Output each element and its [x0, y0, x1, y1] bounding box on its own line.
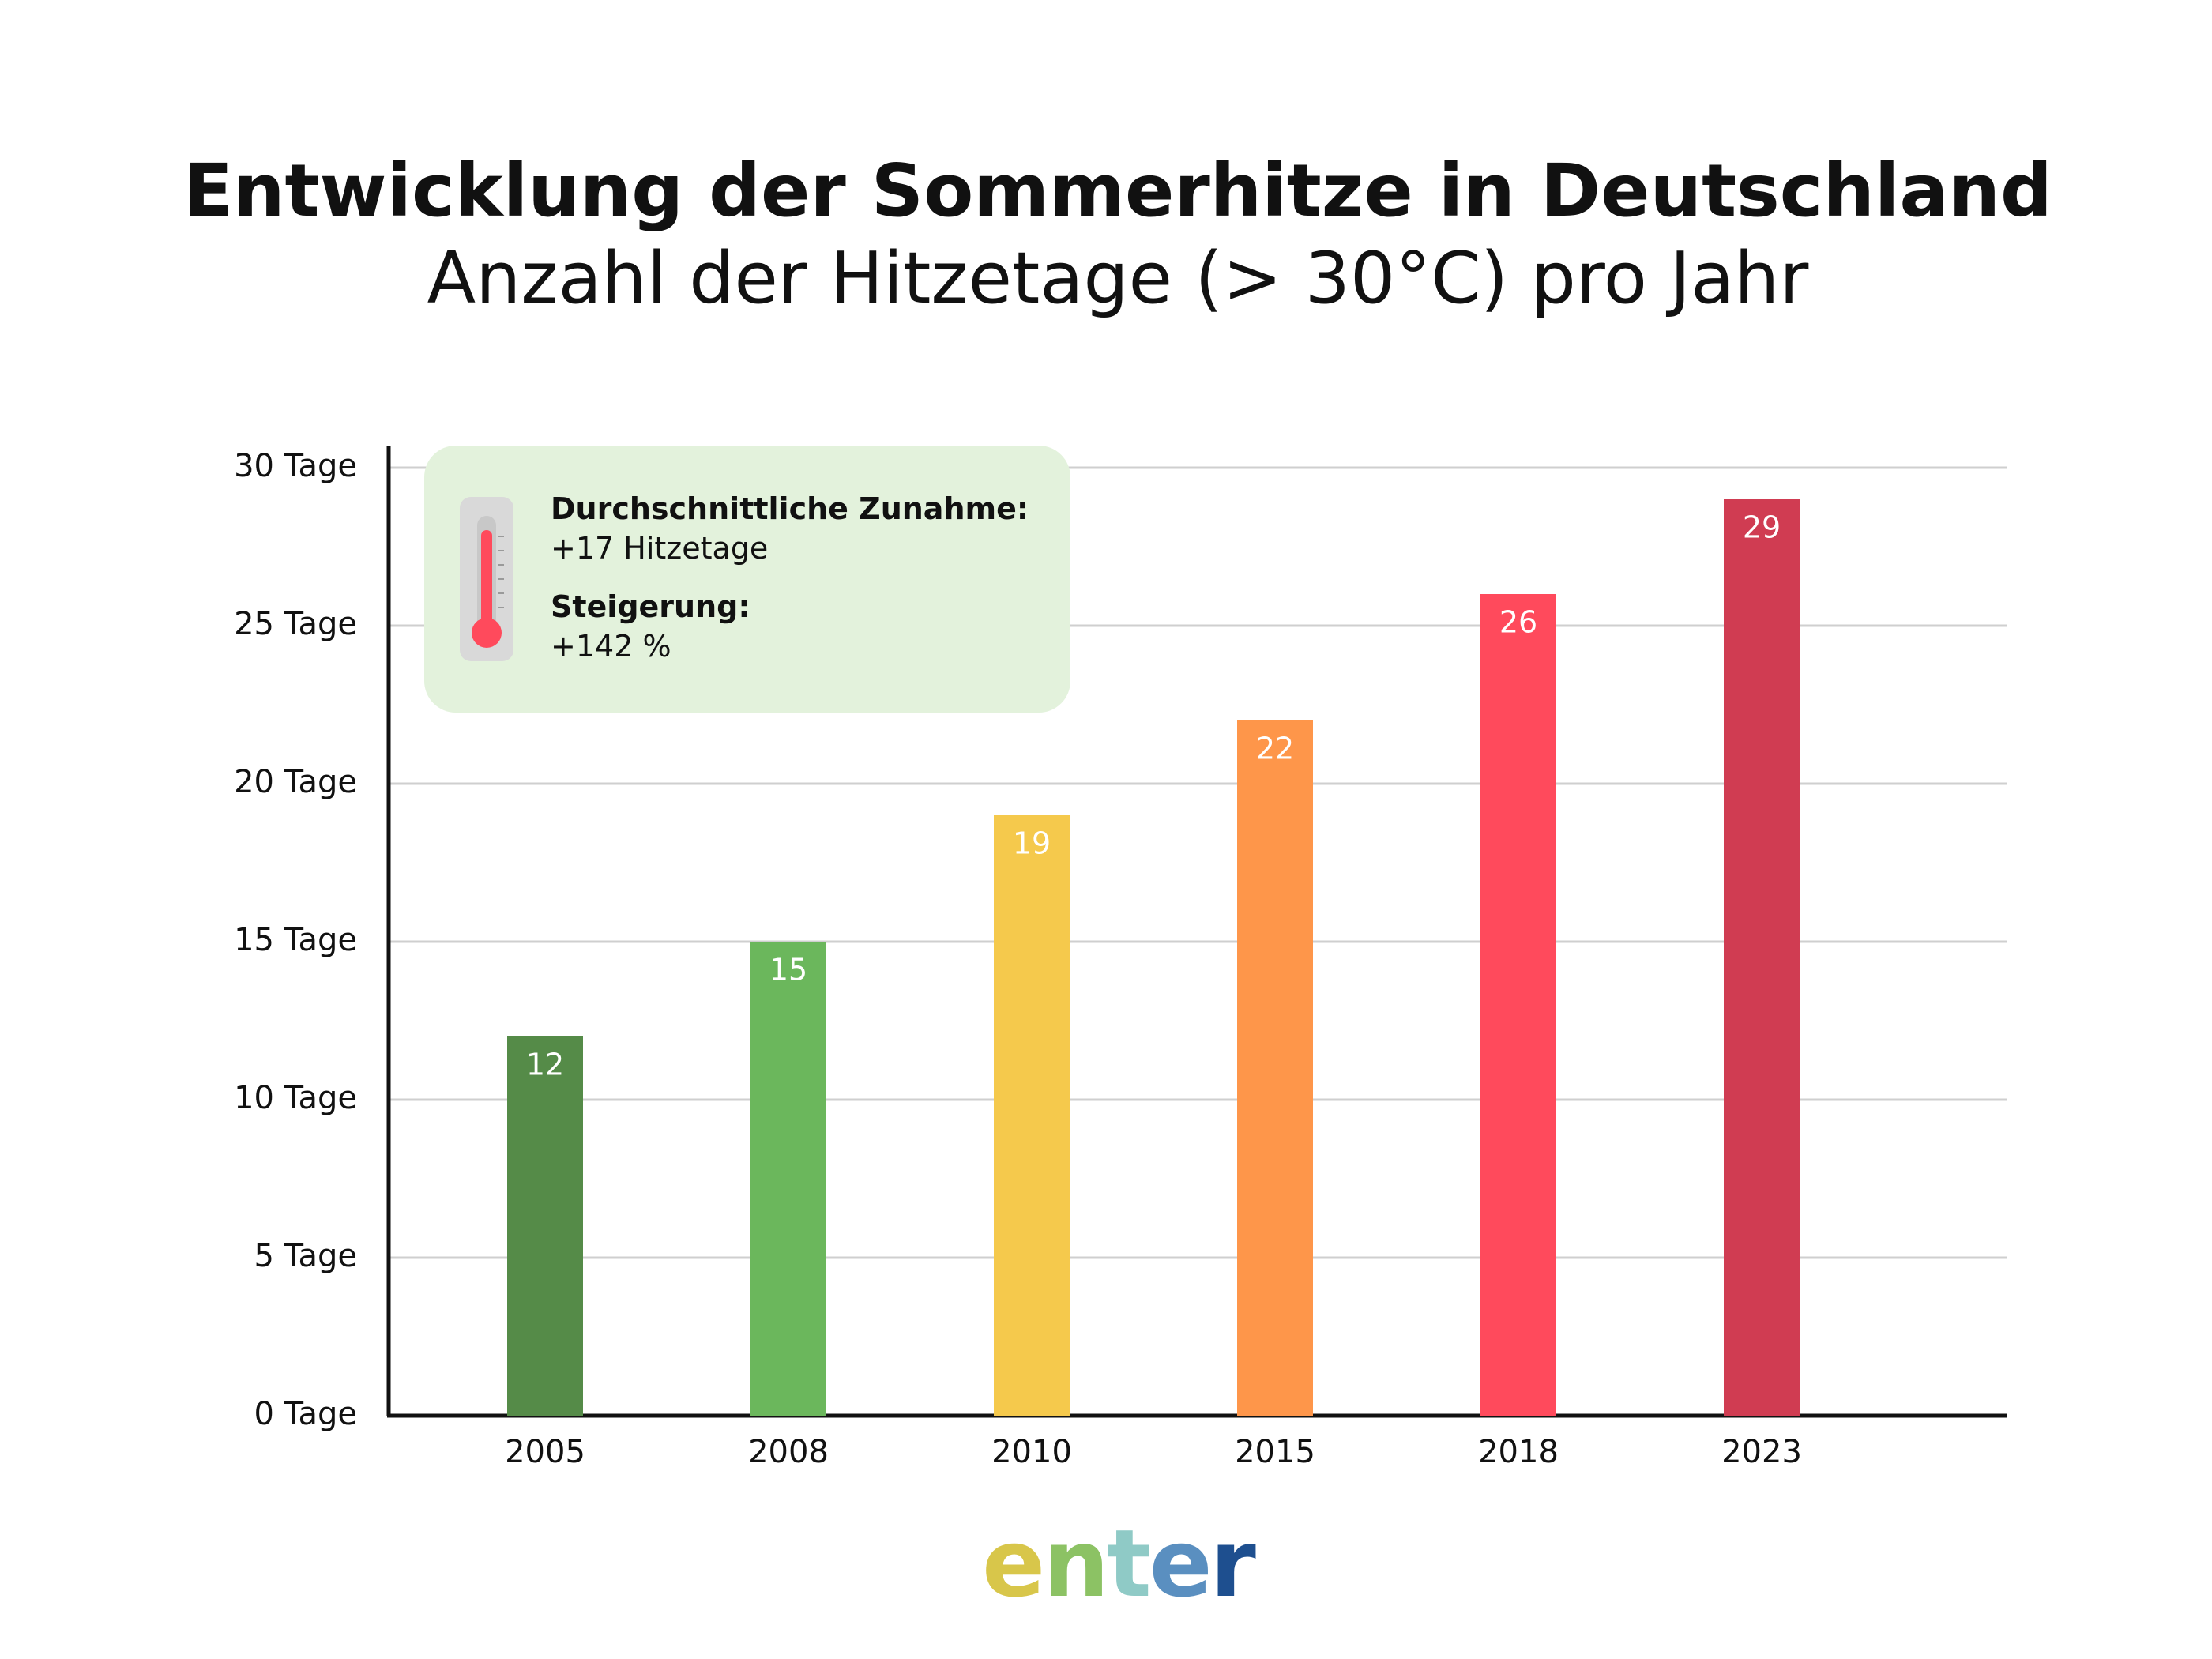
- increase-label: Durchschnittliche Zunahme:: [551, 491, 1029, 526]
- bar: [1237, 720, 1313, 1416]
- bar-value-label: 29: [1743, 510, 1781, 545]
- growth-label: Steigerung:: [551, 589, 750, 624]
- logo-letter: r: [1209, 1509, 1256, 1618]
- bar-value-label: 26: [1499, 605, 1537, 640]
- info-box: Durchschnittliche Zunahme: +17 Hitzetage…: [424, 446, 1070, 713]
- bar: [1724, 499, 1800, 1416]
- enter-logo: enter: [0, 1517, 2212, 1610]
- bar: [994, 815, 1070, 1416]
- x-tick-label: 2005: [505, 1434, 585, 1470]
- y-tick-label: 15 Tage: [234, 922, 357, 958]
- x-tick-label: 2018: [1478, 1434, 1559, 1470]
- chart-subtitle: Anzahl der Hitzetage (> 30°C) pro Jahr: [427, 237, 1809, 320]
- increase-value: +17 Hitzetage: [551, 531, 769, 566]
- thermometer-icon: [460, 497, 514, 661]
- x-tick-label: 2015: [1235, 1434, 1315, 1470]
- logo-letter: t: [1107, 1509, 1151, 1618]
- bar-value-label: 19: [1013, 826, 1051, 861]
- logo-letter: e: [1149, 1509, 1213, 1618]
- x-tick-label: 2023: [1721, 1434, 1802, 1470]
- bar: [750, 942, 826, 1416]
- bar-value-label: 12: [526, 1048, 564, 1082]
- bar-value-label: 22: [1256, 732, 1294, 766]
- y-tick-label: 25 Tage: [234, 606, 357, 642]
- x-tick-label: 2008: [748, 1434, 829, 1470]
- logo-letter: e: [982, 1509, 1045, 1618]
- growth-value: +142 %: [551, 629, 672, 664]
- bar-value-label: 15: [769, 953, 807, 988]
- logo-letter: n: [1043, 1509, 1109, 1618]
- y-tick-label: 30 Tage: [234, 448, 357, 484]
- bar: [1480, 594, 1556, 1416]
- y-tick-label: 0 Tage: [254, 1396, 358, 1432]
- chart-title: Entwicklung der Sommerhitze in Deutschla…: [183, 149, 2052, 233]
- x-tick-label: 2010: [991, 1434, 1072, 1470]
- bar: [507, 1036, 583, 1416]
- y-tick-label: 5 Tage: [254, 1238, 358, 1274]
- y-tick-label: 10 Tage: [234, 1080, 357, 1116]
- y-tick-label: 20 Tage: [234, 764, 357, 800]
